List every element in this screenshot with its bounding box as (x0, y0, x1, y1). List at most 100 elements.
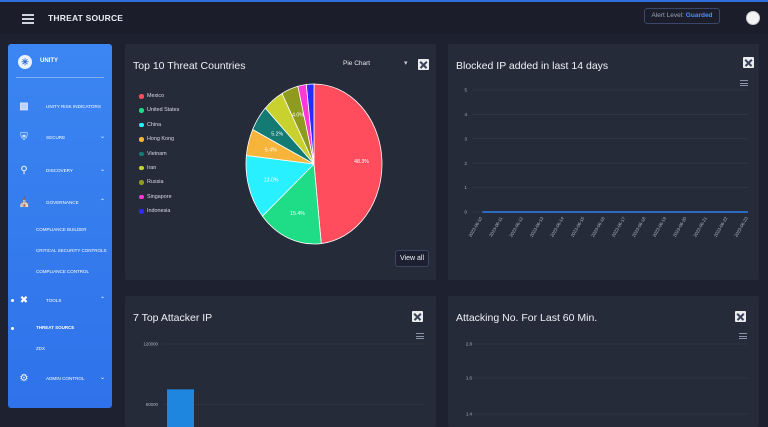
pie-slice[interactable] (261, 163, 322, 245)
x-tick-label: 2023-06-12 (508, 216, 524, 238)
shield-icon: ⛨ (20, 132, 28, 143)
threat-countries-title: Top 10 Threat Countries (133, 60, 246, 72)
legend-label: Singapore (147, 193, 172, 200)
legend-label: Russia (147, 179, 164, 186)
chart-type-select[interactable]: Pie Chart (343, 60, 371, 67)
pie-chart: 48.3% 15.4% 13.0% 5.4% 5.2% 4.0% (245, 83, 383, 245)
sidebar-item-label: GOVERNANCE (46, 200, 79, 205)
x-tick-label: 2023-06-17 (611, 216, 627, 238)
alert-level-value: Guarded (685, 12, 713, 19)
y-tick-label: 4 (465, 112, 468, 117)
active-dot-icon (11, 299, 14, 302)
chart-menu-icon[interactable] (740, 80, 748, 86)
bank-icon: ⛪ (18, 197, 31, 208)
chevron-down-icon: ⌄ (100, 134, 106, 140)
brand-logo-icon: ✳ (18, 55, 32, 69)
legend-swatch (139, 194, 144, 200)
pie-data-label: 48.3% (354, 159, 369, 165)
y-tick-label: 120000 (143, 342, 158, 347)
sidebar-item-governance[interactable]: ⛪ GOVERNANCE ⌃ (18, 197, 110, 211)
close-panel-button[interactable] (735, 311, 746, 322)
pie-data-label: 15.4% (290, 211, 305, 217)
sidebar-item-admin-control[interactable]: ⚙ ADMIN CONTROL ⌄ (18, 373, 110, 387)
y-tick-label: 2.8 (466, 342, 473, 347)
legend-swatch (139, 165, 144, 171)
pie-slice[interactable] (305, 83, 315, 165)
sidebar-item-risk-indicators[interactable]: ▩ UNITY RISK INDICATORS (18, 101, 110, 115)
x-tick-label: 2023-06-18 (631, 216, 647, 238)
legend-swatch (139, 122, 144, 128)
close-panel-button[interactable] (418, 59, 429, 70)
pie-data-label: 4.0% (292, 112, 304, 118)
hamburger-menu-icon[interactable] (22, 14, 34, 24)
blocked-ip-line-chart: 0 1 2 3 4 5 2023-06-10 2023-06-11 2023-06-12 2023… (465, 88, 750, 238)
legend-swatch (139, 209, 144, 214)
x-tick-label: 2023-06-23 (733, 216, 749, 238)
user-avatar[interactable] (746, 11, 760, 25)
sidebar-item-label: UNITY RISK INDICATORS (46, 104, 101, 109)
page-title: THREAT SOURCE (48, 13, 124, 23)
pie-slice[interactable] (245, 155, 315, 217)
legend-swatch (139, 137, 144, 142)
sidebar-subitem-critical-security-controls[interactable]: CRITICAL SECURITY CONTROLS (36, 248, 107, 253)
x-tick-label: 2023-06-15 (570, 216, 586, 238)
gear-icon: ⚙ (19, 373, 29, 384)
chart-menu-icon[interactable] (416, 333, 424, 339)
attacker-ip-title: 7 Top Attacker IP (133, 312, 213, 324)
x-tick-label: 2023-06-20 (672, 216, 688, 238)
pie-data-label: 5.2% (271, 132, 283, 138)
legend-swatch (139, 151, 144, 157)
y-tick-label: 3 (465, 136, 468, 141)
sidebar-brand[interactable]: ✳ UNITY (16, 52, 104, 78)
sidebar-item-secure[interactable]: ⛨ SECURE ⌄ (18, 132, 110, 146)
view-all-button[interactable]: View all (395, 250, 429, 267)
y-tick-label: 2 (465, 161, 468, 166)
y-tick-label: 0 (465, 210, 468, 215)
sidebar-subitem-zdx[interactable]: ZDX (36, 346, 45, 351)
pie-slice[interactable] (313, 83, 383, 244)
legend-label: United States (147, 107, 180, 114)
bar[interactable] (167, 389, 194, 427)
x-tick-label: 2023-06-19 (652, 216, 668, 238)
pie-data-label: 13.0% (264, 177, 279, 183)
legend-label: Indonesia (147, 208, 171, 215)
legend-swatch (139, 180, 144, 185)
alert-level-badge: Alert Level: Guarded (644, 8, 720, 24)
alert-level-label: Alert Level: (651, 12, 684, 19)
brand-name: UNITY (40, 58, 58, 64)
chevron-down-icon[interactable]: ▾ (404, 60, 408, 67)
pie-data-label: 5.4% (265, 147, 277, 153)
attacking-no-line-chart: 2.8 1.6 1.4 (466, 342, 748, 417)
sidebar-item-discovery[interactable]: ⚲ DISCOVERY ⌄ (18, 165, 110, 179)
sidebar-subitem-threat-source[interactable]: THREAT SOURCE (36, 325, 75, 330)
legend-label: Iran (147, 164, 157, 171)
sidebar-item-tools[interactable]: ✖ TOOLS ⌃ (18, 295, 110, 309)
sidebar-subitem-compliance-control[interactable]: COMPLIANCE CONTROL (36, 269, 90, 274)
bar-chart-icon: ▩ (19, 101, 29, 112)
legend-swatch (139, 108, 144, 113)
sidebar-item-label: DISCOVERY (46, 168, 73, 173)
legend-label: Mexico (147, 93, 165, 99)
attacking-no-panel: Attacking No. For Last 60 Min. 2.8 1.6 1.4 (448, 296, 759, 427)
blocked-ip-title: Blocked IP added in last 14 days (456, 60, 609, 72)
attacker-ip-bar-chart: 120000 60000 (143, 342, 425, 427)
y-tick-label: 5 (465, 88, 468, 93)
sidebar-subitem-compliance-builder[interactable]: COMPLIANCE BUILDER (36, 227, 87, 232)
x-tick-label: 2023-06-10 (468, 216, 484, 238)
attacker-ip-panel: 7 Top Attacker IP 120000 60000 (125, 296, 436, 427)
x-tick-label: 2023-06-16 (590, 216, 606, 238)
sidebar-item-label: TOOLS (46, 298, 62, 303)
sidebar-item-label: SECURE (46, 135, 66, 140)
y-tick-label: 60000 (146, 402, 159, 407)
chart-menu-icon[interactable] (739, 333, 747, 339)
x-tick-label: 2023-06-14 (549, 216, 565, 238)
legend-label: China (147, 121, 162, 128)
x-tick-label: 2023-06-13 (529, 216, 545, 238)
close-panel-button[interactable] (412, 311, 423, 322)
chevron-down-icon: ⌄ (100, 167, 106, 173)
threat-countries-panel: Top 10 Threat Countries Pie Chart ▾ Mexi… (125, 44, 436, 280)
legend-label: Vietnam (147, 150, 167, 157)
close-panel-button[interactable] (743, 57, 754, 68)
top-bar: THREAT SOURCE Alert Level: Guarded (0, 0, 768, 34)
chevron-up-icon: ⌃ (100, 297, 106, 303)
